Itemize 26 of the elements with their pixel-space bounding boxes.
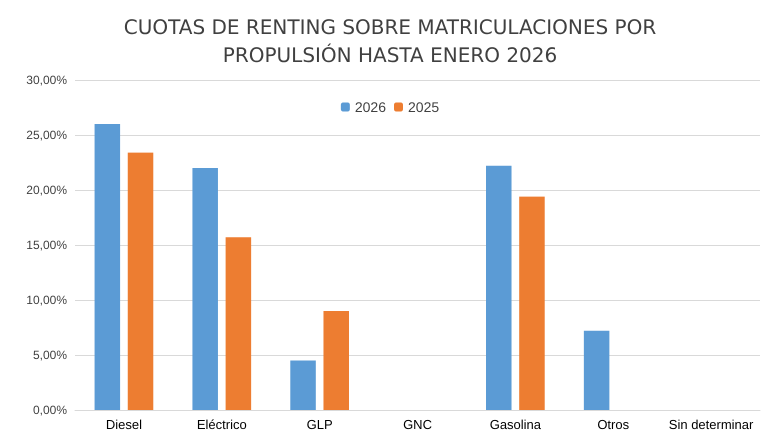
bar [584,330,610,410]
bar [226,237,252,410]
bar [290,360,316,410]
x-tick-label: Gasolina [490,417,542,432]
y-tick-label: 25,00% [26,128,68,142]
x-tick-label: Eléctrico [196,417,247,432]
x-tick-label: GNC [403,417,432,432]
x-tick-label: GLP [306,417,333,432]
bar [486,166,512,410]
x-tick-label: Sin determinar [668,417,754,432]
bar [323,311,349,410]
bar [519,196,545,410]
y-tick-label: 10,00% [26,293,68,307]
legend-label: 2025 [408,99,440,115]
legend-label: 2026 [354,99,386,115]
y-tick-label: 20,00% [26,183,68,197]
bar [192,168,218,410]
y-tick-label: 15,00% [26,238,68,252]
bar [94,124,120,410]
y-tick-label: 30,00% [26,73,68,87]
bar [128,152,154,410]
chart-title: CUOTAS DE RENTING SOBRE MATRICULACIONES POR PROPULSIÓN HASTA ENERO 2026 [124,15,656,67]
x-tick-label: Diesel [106,417,142,432]
y-tick-label: 0,00% [32,403,68,417]
x-tick-label: Otros [597,417,630,432]
y-tick-label: 5,00% [32,348,68,362]
